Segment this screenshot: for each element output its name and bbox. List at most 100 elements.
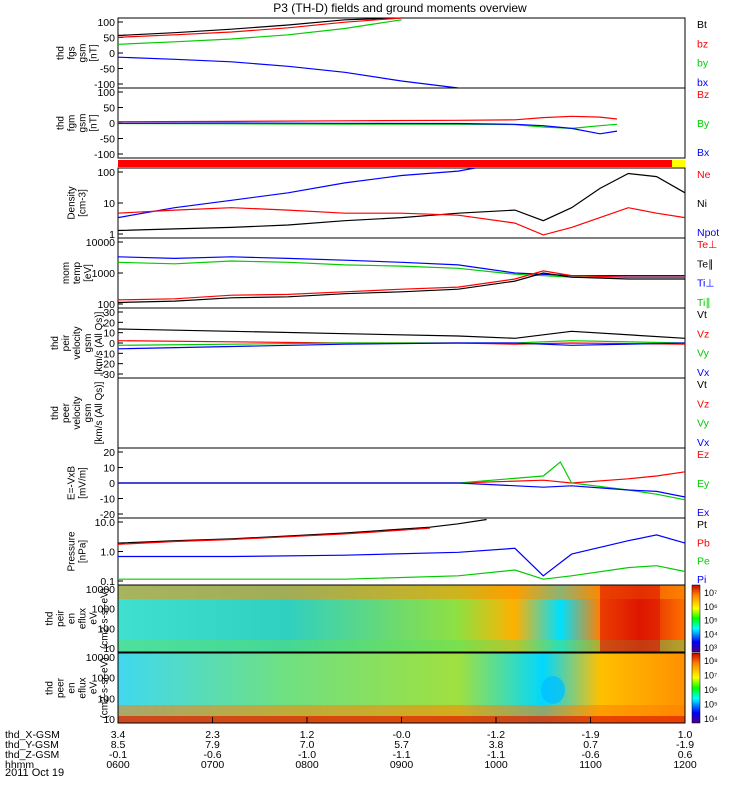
colorbar-tick-label: 10⁶: [704, 602, 718, 612]
legend-entry: Ez: [697, 449, 709, 461]
y-axis-label: (cm2-s-sr-eV): [100, 588, 111, 649]
orbit-value: -1.9: [676, 739, 694, 751]
legend-entry: Vy: [697, 418, 710, 430]
y-tick-label: 100: [97, 167, 115, 179]
y-axis-label: eflux: [78, 677, 89, 698]
y-axis-label: temp: [72, 261, 83, 284]
y-axis-label: [km/s (All Qs)]: [94, 381, 105, 444]
legend-entry: Vt: [697, 379, 707, 391]
y-axis-label: en: [67, 682, 78, 693]
y-axis-label: eV: [89, 612, 100, 625]
orbit-value: 0700: [201, 759, 225, 771]
legend-entry: Vz: [697, 398, 709, 410]
legend-entry: Ni: [697, 198, 707, 210]
orbit-row-label: thd_X-GSM: [5, 729, 60, 741]
orbit-value: 0.7: [583, 739, 598, 751]
y-axis-label: mom: [61, 262, 72, 284]
y-tick-label: 0: [109, 478, 115, 490]
series-line-Pt: [117, 518, 487, 544]
orbit-value: 8.5: [111, 739, 126, 751]
peer-spectrogram: [117, 652, 686, 724]
y-axis-label: (cm2-s-sr-eV): [100, 657, 111, 718]
y-tick-label: 100: [97, 299, 115, 311]
series-line-Ne: [117, 207, 686, 236]
panel-mom_temp: 10000 1000 100 mom temp [eV] Te⊥ Te∥ Ti⊥ Ti∥: [61, 237, 717, 311]
panel-density: 100 10 1 Density [cm-3] Ne Ni Npot: [67, 167, 720, 241]
legend-entry: Pe: [697, 556, 710, 568]
y-axis-label: [km/s (All Qs)]: [94, 311, 105, 374]
series-line-Te⊥: [117, 270, 685, 301]
orbit-value: 0.6: [678, 749, 693, 761]
legend-entry: Ey: [697, 478, 710, 490]
orbit-row-label: hhmm: [5, 759, 34, 771]
y-tick-label: 10000: [86, 584, 115, 596]
series-line-bx: [117, 56, 459, 89]
y-tick-label: -30: [100, 369, 115, 381]
series-line-Ez: [118, 471, 686, 484]
colorbar-tick-label: 10⁵: [704, 700, 718, 710]
y-tick-label: -100: [94, 79, 115, 91]
series-line-bz: [117, 17, 402, 38]
series-line-Npot: [117, 167, 476, 219]
y-axis-label: fgs: [67, 46, 78, 59]
colorbar-tick-label: 10⁶: [704, 685, 718, 695]
colorbar-tick-label: 10⁴: [704, 629, 718, 639]
legend-entry: Vz: [697, 328, 709, 340]
y-axis-label: thd: [50, 336, 61, 350]
y-axis-label: eflux: [78, 608, 89, 629]
y-axis-label: thd: [56, 116, 67, 130]
chart-title: P3 (TH-D) fields and ground moments over…: [273, 1, 527, 15]
legend-entry: Bz: [697, 89, 709, 101]
y-axis-label: gsm: [78, 114, 89, 133]
y-axis-label: [eV]: [83, 264, 94, 282]
y-tick-label: 10.0: [95, 517, 116, 529]
orbit-value: 3.4: [111, 729, 126, 741]
legend-entry: Te⊥: [697, 239, 717, 251]
orbit-value: 7.0: [300, 739, 315, 751]
y-axis-label: peer: [61, 402, 72, 423]
y-axis-label: Density: [67, 186, 78, 219]
series-line-Ni: [117, 172, 686, 232]
orbit-value: 2.3: [205, 729, 220, 741]
y-axis-label: [nT]: [89, 114, 100, 131]
y-tick-label: 10: [103, 643, 115, 655]
series-line-Pb: [117, 527, 430, 545]
y-axis-label: thd: [50, 406, 61, 420]
y-tick-label: 20: [103, 317, 115, 329]
panel-fgs: 100 50 0 -50 -100 thd fgs gsm [nT] Bt bz by bx: [56, 17, 709, 91]
panel-frame: [117, 17, 686, 89]
series-line-Vx: [117, 342, 686, 350]
legend-entry: Ti∥: [697, 297, 711, 309]
y-axis-label: [nT]: [89, 44, 100, 61]
panel-frame: [117, 517, 686, 586]
legend-entry: bx: [697, 77, 709, 89]
series-line-Bt: [117, 17, 402, 37]
series-line-by: [117, 19, 402, 45]
orbit-value: -1.2: [487, 729, 505, 741]
y-axis-label: peir: [56, 609, 67, 626]
y-tick-label: 10000: [86, 237, 115, 249]
colorbar-tick-label: 10⁵: [704, 616, 718, 626]
y-tick-label: 50: [103, 103, 115, 115]
colorbar-tick-label: 10⁴: [704, 714, 718, 724]
y-axis-label: eV: [89, 682, 100, 695]
peer-colorbar: [691, 652, 701, 724]
orbit-value: 1200: [673, 759, 697, 771]
y-axis-label: E=-VxB: [67, 466, 78, 501]
y-tick-label: -20: [100, 359, 115, 371]
date-label: 2011 Oct 19: [5, 767, 64, 779]
orbit-table: thd_X-GSM 3.4 2.3 1.2 -0.0 -1.2 -1.9 1.0thd_Y-G…: [5, 717, 697, 771]
y-tick-label: -20: [100, 509, 115, 521]
y-tick-label: 0.1: [100, 576, 115, 588]
panel-pressure: 10.0 1.0 0.1 Pressure [nPa] Pt Pb Pe Pi: [67, 517, 711, 588]
y-tick-label: -50: [100, 64, 115, 76]
orbit-value: -1.1: [487, 749, 505, 761]
y-axis-label: fgm: [67, 115, 78, 132]
legend-entry: Vx: [697, 437, 710, 449]
series-line-Vt: [117, 328, 686, 339]
legend-entry: Te∥: [697, 258, 713, 270]
legend-entry: Ti⊥: [697, 278, 715, 290]
colorbar-tick-label: 10⁷: [704, 671, 717, 681]
